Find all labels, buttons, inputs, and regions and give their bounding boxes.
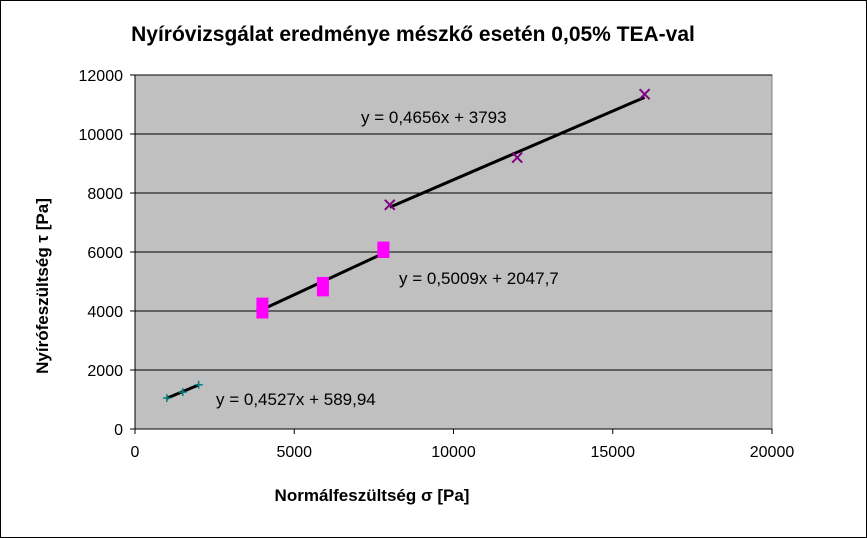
axes: 0 5000 10000 15000 20000 0 2000 4000 6000 8000 100… <box>79 68 795 461</box>
x-tick-label: 15000 <box>591 444 636 461</box>
data-point <box>316 276 329 289</box>
data-point <box>162 394 171 403</box>
y-tick-label: 8000 <box>87 186 123 203</box>
trendline-equation-1: y = 0,4527x + 589,94 <box>216 390 376 409</box>
marker-stroke <box>638 88 651 100</box>
grid-lines <box>135 74 772 371</box>
data-point <box>194 380 203 389</box>
y-tick-label: 12000 <box>79 68 124 85</box>
x-tick-label: 5000 <box>276 444 312 461</box>
x-tick-label: 20000 <box>750 444 795 461</box>
y-tick-label: 6000 <box>87 245 123 262</box>
x-tick-label: 10000 <box>431 444 476 461</box>
data-points <box>162 88 651 403</box>
trendline-3 <box>389 95 646 209</box>
trendline-equation-2: y = 0,5009x + 2047,7 <box>399 269 559 288</box>
trendline-equation-3: y = 0,4656x + 3793 <box>361 108 507 127</box>
data-point <box>638 88 651 100</box>
x-tick-label: 0 <box>131 444 140 461</box>
y-axis-label: Nyírófeszültség τ [Pa] <box>33 198 52 374</box>
data-point <box>377 241 390 254</box>
marker-stroke <box>384 199 396 211</box>
labels: Nyíróvizsgálat eredménye mészkő esetén 0… <box>33 23 695 505</box>
x-axis-label: Normálfeszültség σ [Pa] <box>275 486 470 505</box>
data-point <box>178 388 187 397</box>
y-tick-label: 0 <box>114 422 123 439</box>
y-tick-label: 2000 <box>87 363 123 380</box>
marker-stroke <box>511 151 523 164</box>
data-point <box>256 297 269 310</box>
chart-title: Nyíróvizsgálat eredménye mészkő esetén 0… <box>131 23 695 46</box>
data-point <box>384 199 396 211</box>
data-point <box>511 151 523 164</box>
y-tick-label: 10000 <box>79 127 124 144</box>
y-tick-label: 4000 <box>87 304 123 321</box>
